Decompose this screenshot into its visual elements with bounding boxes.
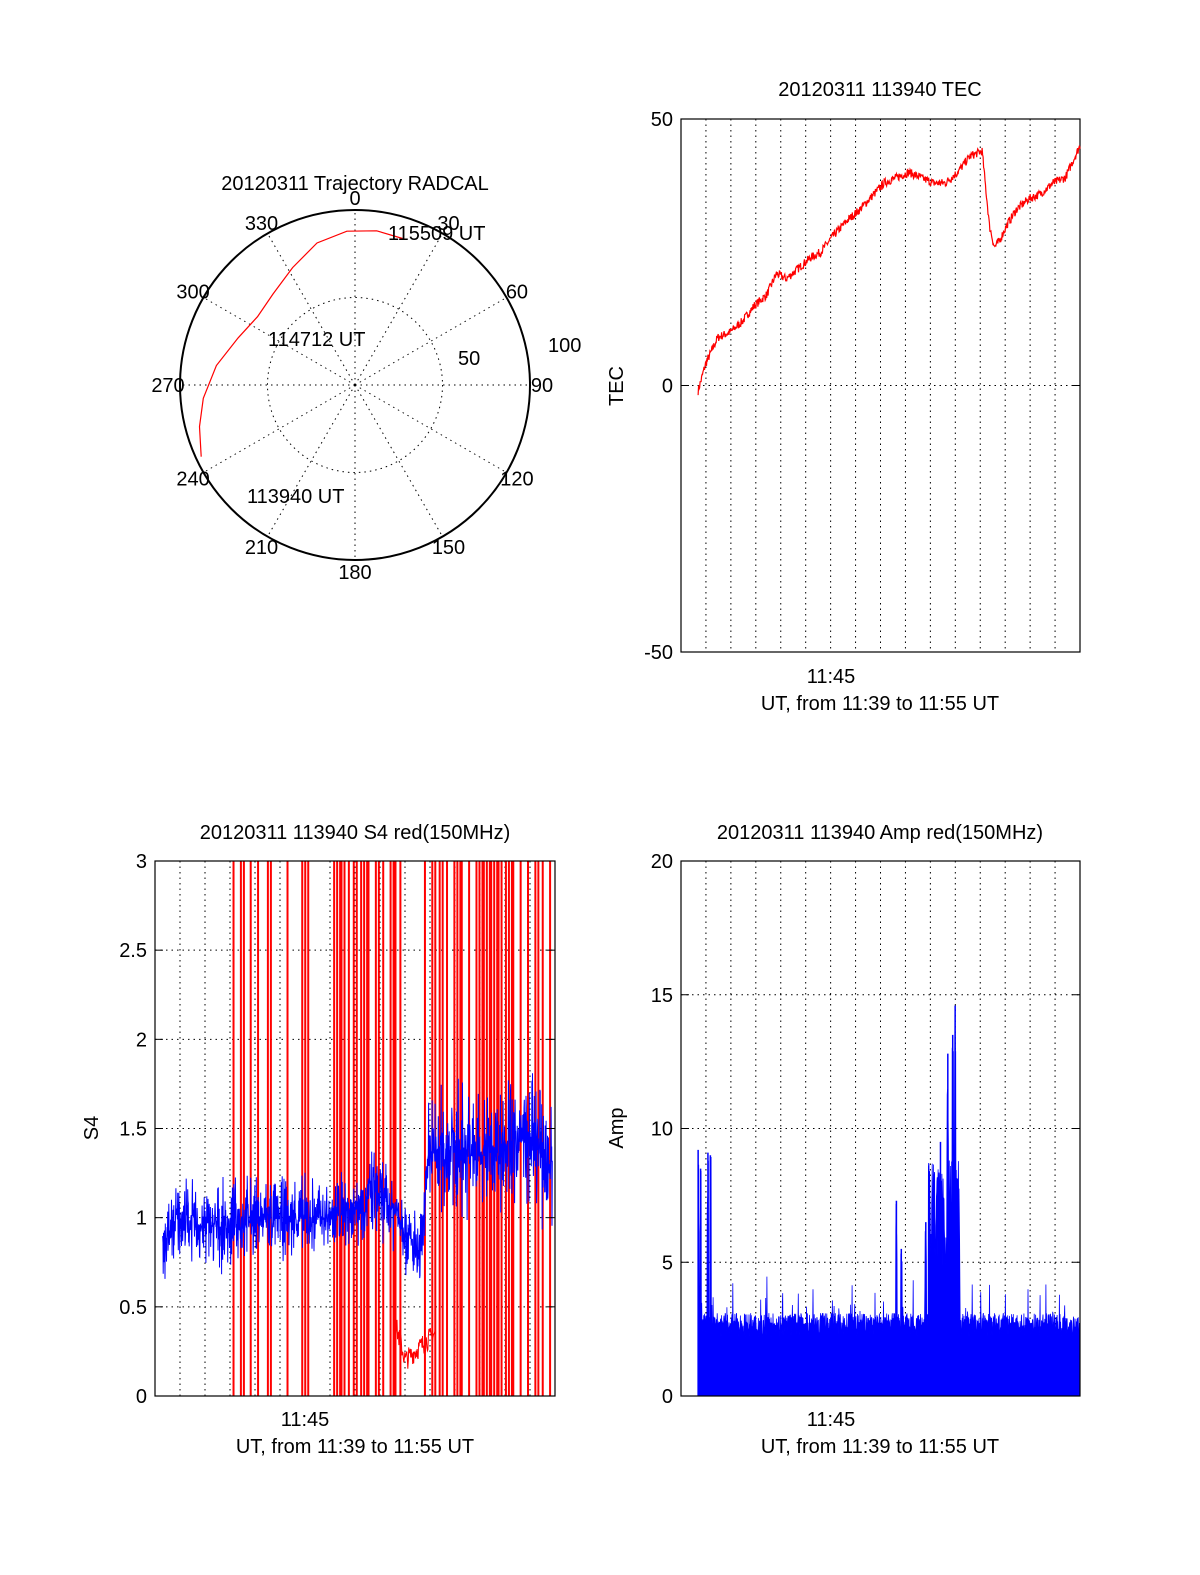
tec-series-line xyxy=(697,145,1081,396)
amp-x-axis-label: UT, from 11:39 to 11:55 UT xyxy=(761,1436,999,1458)
polar-azimuth-label-120: 120 xyxy=(500,469,533,491)
polar-grid-spoke-60 xyxy=(354,297,507,386)
polar-azimuth-label-300: 300 xyxy=(176,282,209,304)
amp-y-tick-label-0: 0 xyxy=(662,1386,673,1408)
amp-y-axis-label: Amp xyxy=(606,1107,628,1148)
s4-y-tick-label-0.5: 0.5 xyxy=(119,1297,147,1319)
amp-series-area xyxy=(697,1010,1081,1397)
amp-series-bars xyxy=(697,1005,1081,1397)
polar-azimuth-label-30: 30 xyxy=(437,213,459,235)
trajectory-start-label: 113940 UT xyxy=(247,486,344,508)
polar-azimuth-label-0: 0 xyxy=(349,188,360,210)
s4-x-tick-label: 11:45 xyxy=(281,1409,330,1431)
tec-y-ticks: -50 0 50 xyxy=(644,109,1080,664)
polar-outer-circle xyxy=(179,209,531,561)
polar-azimuth-label-150: 150 xyxy=(432,537,465,559)
tec-x-tick-label: 11:45 xyxy=(807,666,856,688)
polar-azimuth-label-90: 90 xyxy=(531,375,553,397)
s4-y-tick-label-0: 0 xyxy=(136,1386,147,1408)
tec-x-axis-label: UT, from 11:39 to 11:55 UT xyxy=(761,693,999,715)
trajectory-mid-label: 114712 UT xyxy=(268,329,365,351)
amp-panel: 20120311 113940 Amp red(150MHz) 0 5 10 15 20… xyxy=(606,822,1081,1458)
polar-grid-spoke-240 xyxy=(203,384,356,473)
amp-x-tick-label: 11:45 xyxy=(807,1409,856,1431)
trajectory-end-label: 115509 UT xyxy=(388,223,485,245)
s4-blue-series-line xyxy=(161,1073,553,1279)
s4-y-tick-label-1.5: 1.5 xyxy=(119,1119,147,1141)
tec-title: 20120311 113940 TEC xyxy=(778,79,982,101)
polar-grid-circle-50 xyxy=(267,297,443,473)
s4-red-dip-line xyxy=(395,1319,436,1369)
s4-panel: 20120311 113940 S4 red(150MHz) 0 0.5 1 1.5 2… xyxy=(81,822,556,1458)
s4-x-axis-label: UT, from 11:39 to 11:55 UT xyxy=(236,1436,474,1458)
polar-grid xyxy=(180,210,530,560)
polar-grid-spoke-150 xyxy=(354,384,443,537)
polar-azimuth-label-330: 330 xyxy=(245,213,278,235)
polar-radial-label-50: 50 xyxy=(458,348,480,370)
tec-y-tick-label-0: 0 xyxy=(662,376,673,398)
amp-title: 20120311 113940 Amp red(150MHz) xyxy=(717,822,1043,844)
s4-y-tick-label-2: 2 xyxy=(136,1029,147,1051)
polar-azimuth-label-60: 60 xyxy=(506,282,528,304)
trajectory-line xyxy=(198,230,403,457)
polar-radial-label-100: 100 xyxy=(548,335,581,357)
amp-y-tick-label-15: 15 xyxy=(651,985,673,1007)
s4-y-ticks: 0 0.5 1 1.5 2 2.5 3 xyxy=(119,851,555,1408)
trajectory-polar-panel: 20120311 Trajectory RADCAL 0 30 60 90 120 150… xyxy=(151,173,581,584)
s4-y-tick-label-1: 1 xyxy=(136,1208,147,1230)
tec-y-tick-label--50: -50 xyxy=(644,642,673,664)
polar-grid-spoke-210 xyxy=(267,384,356,537)
polar-grid-spoke-330 xyxy=(267,233,356,386)
s4-y-tick-label-2.5: 2.5 xyxy=(119,940,147,962)
polar-azimuth-label-270: 270 xyxy=(151,375,184,397)
s4-y-tick-label-3: 3 xyxy=(136,851,147,873)
tec-y-tick-label-50: 50 xyxy=(651,109,673,131)
s4-title: 20120311 113940 S4 red(150MHz) xyxy=(200,822,511,844)
polar-azimuth-label-210: 210 xyxy=(245,537,278,559)
polar-azimuth-label-240: 240 xyxy=(176,469,209,491)
tec-y-axis-label: TEC xyxy=(606,366,628,406)
amp-y-tick-label-10: 10 xyxy=(651,1119,673,1141)
trajectory-title: 20120311 Trajectory RADCAL xyxy=(221,173,489,195)
tec-panel: 20120311 113940 TEC -50 0 50 11:45 UT, fro… xyxy=(606,79,1081,715)
tec-grid xyxy=(681,119,1080,652)
amp-y-tick-label-20: 20 xyxy=(651,851,673,873)
amp-y-tick-label-5: 5 xyxy=(662,1252,673,1274)
polar-azimuth-label-180: 180 xyxy=(338,562,371,584)
polar-grid-spoke-120 xyxy=(354,384,507,473)
amp-y-ticks: 0 5 10 15 20 xyxy=(651,851,1080,1408)
s4-y-axis-label: S4 xyxy=(81,1116,103,1140)
amp-grid xyxy=(681,861,1080,1396)
polar-azimuth-labels: 0 30 60 90 120 150 180 210 240 270 300 330 xyxy=(151,188,553,584)
